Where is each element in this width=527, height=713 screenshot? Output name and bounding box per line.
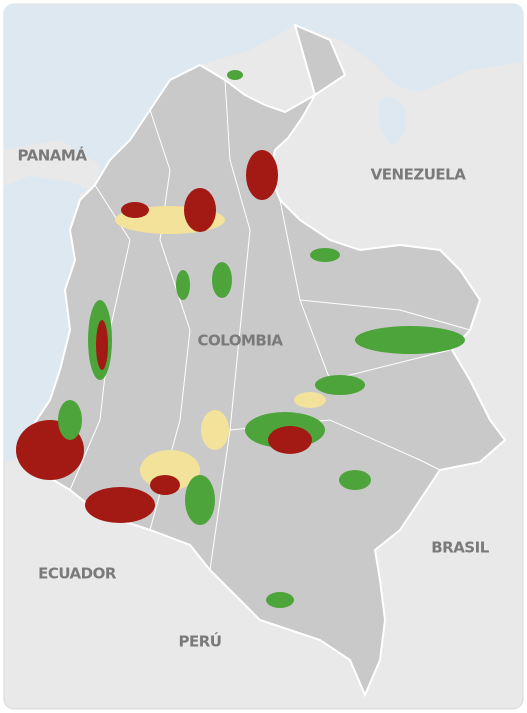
area-high [96, 320, 108, 370]
border [149, 109, 191, 531]
border [299, 299, 471, 331]
coca-areas [16, 70, 465, 608]
country-label: VENEZUELA [371, 166, 467, 184]
area-mid [310, 248, 340, 262]
area-mid [185, 475, 215, 525]
area-mid [58, 400, 82, 440]
area-mid [227, 70, 243, 80]
country-label: COLOMBIA [197, 332, 283, 350]
area-mid [266, 592, 294, 608]
area-mid [339, 470, 371, 490]
sea [4, 4, 523, 462]
area-mid [355, 326, 465, 354]
colombia-land [16, 23, 507, 698]
area-mid [212, 262, 232, 298]
border [279, 199, 451, 381]
lake-maracaibo [378, 96, 407, 145]
area-high [246, 150, 278, 200]
border [209, 79, 251, 571]
area-high [184, 188, 216, 232]
area-mid [176, 270, 190, 300]
area-mid [315, 375, 365, 395]
country-label: BRASIL [431, 539, 489, 557]
panama-land [4, 140, 100, 192]
area-high [85, 487, 155, 523]
area-high [121, 202, 149, 218]
country-label: ECUADOR [38, 565, 117, 583]
area-low [294, 392, 326, 408]
area-low [201, 410, 229, 450]
country-label: PANAMÁ [18, 146, 88, 165]
country-label: PERÚ [179, 632, 222, 651]
area-high [268, 426, 312, 454]
area-high [150, 475, 180, 495]
